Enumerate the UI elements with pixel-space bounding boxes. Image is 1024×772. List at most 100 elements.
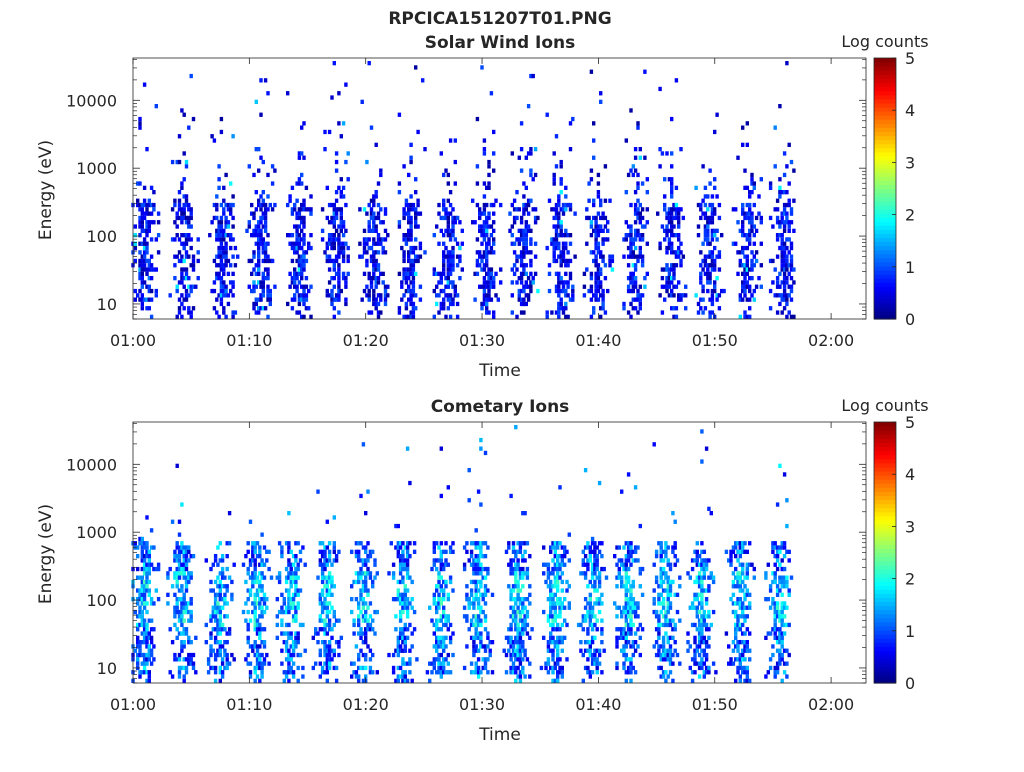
spectrogram-cell [262,160,265,164]
spectrogram-cell [357,657,360,661]
spectrogram-cell [404,640,407,644]
spectrogram-cell [483,151,486,155]
spectrogram-cell [364,636,367,640]
spectrogram-cell [178,310,181,314]
spectrogram-cell [157,220,160,224]
spectrogram-cell [451,298,454,302]
spectrogram-cell [143,606,146,610]
spectrogram-cell [285,580,288,584]
spectrogram-cell [372,212,375,216]
spectrogram-cell [778,224,781,228]
spectrogram-cell [293,280,296,284]
spectrogram-cell [741,203,744,207]
spectrogram-cell [405,306,408,310]
spectrogram-cell [409,143,412,147]
spectrogram-cell [373,558,376,562]
spectrogram-cell [357,619,360,623]
spectrogram-cell [319,662,322,666]
spectrogram-cell [571,117,574,121]
spectrogram-cell [187,126,190,130]
spectrogram-cell [601,298,604,302]
spectrogram-cell [409,224,412,228]
spectrogram-cell [712,610,715,614]
spectrogram-cell [335,151,338,155]
colorbar-segment [874,290,896,295]
spectrogram-cell [599,280,602,284]
spectrogram-cell [145,242,148,246]
spectrogram-cell [226,653,229,657]
spectrogram-cell [670,246,673,250]
spectrogram-cell [369,657,372,661]
spectrogram-cell [714,670,717,674]
colorbar-segment [874,103,896,108]
spectrogram-cell [463,606,466,610]
spectrogram-cell [143,619,146,623]
spectrogram-cell [259,194,262,198]
spectrogram-cell [180,623,183,627]
spectrogram-cell [435,610,438,614]
spectrogram-cell [523,627,526,631]
spectrogram-cell [307,306,310,310]
spectrogram-cell [262,289,265,293]
colorbar-segment [874,299,896,304]
spectrogram-cell [192,306,195,310]
spectrogram-cell [473,298,476,302]
spectrogram-cell [701,164,704,168]
spectrogram-cell [185,298,188,302]
spectrogram-cell [337,255,340,259]
spectrogram-cell [672,224,675,228]
spectrogram-cell [516,666,519,670]
spectrogram-cell [597,246,600,250]
spectrogram-cell [597,212,600,216]
spectrogram-cell [748,285,751,289]
spectrogram-cell [219,640,222,644]
spectrogram-cell [231,255,234,259]
spectrogram-cell [598,610,601,614]
spectrogram-cell [404,584,407,588]
spectrogram-cell [411,597,414,601]
spectrogram-cell [259,78,262,82]
colorbar-segment [874,286,896,291]
spectrogram-cell [561,666,564,670]
spectrogram-cell [788,199,791,203]
spectrogram-cell [145,515,148,519]
spectrogram-cell [375,194,378,198]
spectrogram-cell [242,610,245,614]
spectrogram-cell [252,267,255,271]
spectrogram-cell [516,584,519,588]
spectrogram-cell [328,558,331,562]
spectrogram-cell [483,237,486,241]
spectrogram-cell [748,298,751,302]
spectrogram-cell [750,190,753,194]
spectrogram-cell [556,588,559,592]
spectrogram-cell [365,259,368,263]
spectrogram-cell [477,657,480,661]
spectrogram-cell [546,246,549,250]
spectrogram-cell [671,653,674,657]
spectrogram-cell [451,207,454,211]
spectrogram-cell [371,670,374,674]
spectrogram-cell [788,310,791,314]
spectrogram-cell [487,216,490,220]
spectrogram-cell [655,554,658,558]
spectrogram-cell [657,649,660,653]
spectrogram-cell [190,657,193,661]
spectrogram-cell [190,571,193,575]
spectrogram-cell [604,164,607,168]
spectrogram-cell [490,91,493,95]
spectrogram-cell [522,289,525,293]
spectrogram-cell [636,207,639,211]
spectrogram-cell [333,653,336,657]
spectrogram-cell [287,545,290,549]
spectrogram-cell [753,233,756,237]
spectrogram-cell [670,242,673,246]
spectrogram-cell [776,310,779,314]
spectrogram-cell [352,619,355,623]
spectrogram-cell [600,640,603,644]
spectrogram-cell [600,670,603,674]
spectrogram-cell [222,267,225,271]
spectrogram-cell [526,597,529,601]
spectrogram-cell [145,541,148,545]
figure-title: RPCICA151207T01.PNG [388,9,611,29]
spectrogram-cell [660,593,663,597]
